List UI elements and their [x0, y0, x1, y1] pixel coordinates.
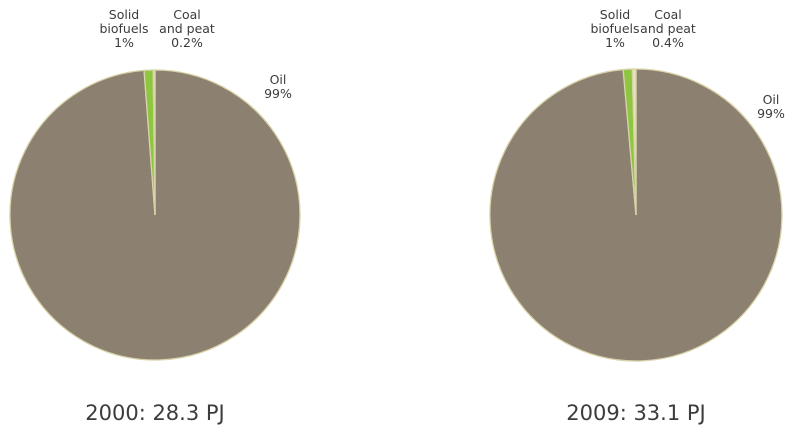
pie-chart-2009: Oil 99%Solid biofuels 1%Coal and peat 0.4%200…: [489, 7, 785, 425]
slice-label-line: 0.4%: [652, 35, 684, 50]
slice-label-oil: Oil 99%: [757, 92, 785, 121]
slice-label-line: 1%: [605, 35, 625, 50]
slice-label-line: Oil: [270, 72, 287, 87]
slice-label-line: Solid: [600, 7, 630, 22]
slice-label-line: Coal: [173, 7, 201, 22]
pie-slice-coal-and-peat: [631, 68, 637, 216]
pie-caption: 2000: 28.3 PJ: [85, 401, 224, 425]
slice-label-line: Solid: [109, 7, 139, 22]
slice-label-solid-biofuels: Solid biofuels 1%: [99, 7, 148, 50]
slice-label-coal-and-peat: Coal and peat 0.2%: [159, 7, 215, 50]
slice-label-line: 0.2%: [171, 35, 203, 50]
pie-chart-2000: Oil 99% Solid biofuels 1% Coal and peat 0.2% 200…: [9, 7, 301, 425]
slice-label-line: Coal: [654, 7, 682, 22]
slice-label-line: Oil: [763, 92, 780, 107]
pie-slice-coal-and-peat: [152, 69, 156, 216]
slice-label-line: biofuels: [590, 21, 639, 36]
slice-label-line: biofuels: [99, 21, 148, 36]
slice-label-line: 99%: [757, 106, 785, 121]
pie-caption: 2009: 33.1 PJ: [566, 401, 705, 425]
slice-label-line: and peat: [159, 21, 215, 36]
slice-label-coal-and-peat: Coal and peat 0.4%: [640, 7, 696, 50]
slice-label-line: and peat: [640, 21, 696, 36]
slice-label-line: 99%: [264, 86, 292, 101]
slice-label-line: 1%: [114, 35, 134, 50]
slice-label-solid-biofuels: Solid biofuels 1%: [590, 7, 639, 50]
slice-label-oil: Oil 99%: [264, 72, 292, 101]
